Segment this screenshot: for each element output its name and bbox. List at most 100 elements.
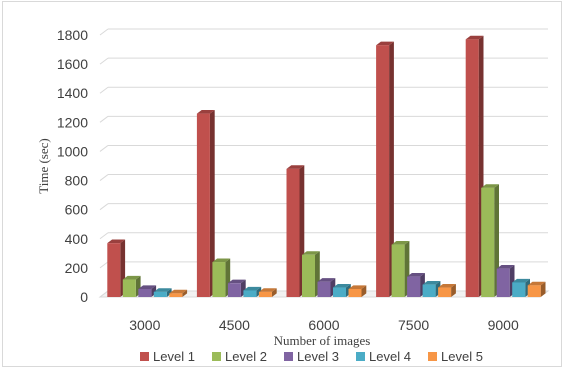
bar-level-1-3000: [107, 239, 126, 297]
bar-top: [122, 275, 141, 280]
bar-front: [302, 254, 315, 297]
legend-swatch: [428, 352, 437, 361]
legend-swatch: [140, 352, 149, 361]
bar-level-4-9000: [512, 278, 530, 297]
legend-item-level-2: Level 2: [212, 349, 267, 364]
bar-level-1-6000: [286, 165, 305, 297]
bar-level-2-9000: [481, 184, 499, 297]
bar-level-3-4500: [227, 279, 246, 297]
legend-label: Level 3: [297, 349, 339, 364]
bar-front: [438, 287, 452, 297]
bar-top: [317, 278, 336, 282]
y-tick-label: 400: [65, 231, 89, 247]
bar-level-4-7500: [422, 281, 441, 297]
y-tick-label: 600: [65, 202, 89, 218]
bar-top: [407, 273, 425, 277]
bar-top: [496, 265, 515, 269]
bar-side: [166, 288, 172, 297]
bar-front: [496, 268, 510, 297]
bar-level-5-4500: [258, 288, 277, 297]
bar-level-3-6000: [317, 278, 336, 297]
bar-top: [391, 241, 410, 245]
gridline-depth: [99, 28, 109, 36]
bar-front: [527, 285, 541, 297]
bars: [107, 35, 546, 298]
bar-top: [153, 288, 172, 292]
gridline-depth: [99, 203, 109, 211]
bar-top: [422, 281, 441, 285]
bar-front: [122, 279, 136, 297]
bar-front: [153, 291, 167, 297]
bar-level-1-7500: [376, 41, 394, 297]
bar-top: [481, 184, 499, 188]
gridline-depth: [99, 57, 109, 65]
bar-side: [540, 281, 546, 297]
bar-side: [271, 288, 277, 297]
legend-item-level-5: Level 5: [428, 349, 483, 364]
bar-level-2-4500: [212, 258, 231, 297]
bar-top: [243, 286, 262, 291]
bar-top: [348, 285, 367, 289]
bar-side: [451, 283, 456, 297]
bar-level-4-3000: [153, 288, 172, 297]
y-tick-label: 1000: [57, 143, 88, 159]
gridline-depth: [99, 290, 109, 298]
gridline-depth: [99, 145, 109, 152]
bar-top: [512, 278, 530, 283]
x-axis-title: Number of images: [274, 333, 371, 348]
bar-top: [227, 279, 246, 284]
bar-front: [196, 113, 210, 297]
gridline-depth: [99, 86, 109, 94]
x-axis-ticks: 3000 4500 6000 7500 9000: [129, 317, 519, 333]
legend-label: Level 2: [225, 349, 267, 364]
y-tick-label: 0: [80, 289, 88, 305]
legend-swatch: [356, 352, 365, 361]
bar-side: [389, 41, 394, 297]
bar-top: [302, 251, 320, 255]
y-axis-ticks: 0 200 400 600 800 1000 1200 1400 1600 1800: [57, 27, 88, 305]
bar-front: [227, 283, 241, 297]
bar-top: [138, 285, 157, 289]
bar-level-5-3000: [169, 289, 188, 297]
bar-front: [212, 262, 226, 297]
bar-level-1-9000: [465, 35, 484, 298]
x-tick-label: 7500: [398, 317, 429, 333]
bar-level-5-7500: [438, 283, 456, 297]
bar-front: [391, 244, 405, 297]
gridline-depth: [99, 174, 109, 181]
bar-top: [376, 41, 394, 46]
bar-side: [182, 289, 188, 297]
bar-front: [422, 284, 436, 297]
bar-front: [465, 39, 479, 297]
gridline-depth: [99, 232, 109, 240]
bar-front: [169, 293, 183, 297]
legend: Level 1 Level 2 Level 3 Level 4 Level 5: [140, 349, 483, 364]
bar-top: [196, 110, 215, 114]
bar-front: [107, 243, 121, 297]
bar-top: [527, 281, 546, 286]
y-tick-label: 200: [65, 260, 89, 276]
gridline-depth: [99, 115, 109, 123]
y-axis-title: Time (sec): [36, 138, 51, 194]
y-tick-label: 1200: [57, 114, 88, 130]
gridline-depth: [99, 261, 109, 269]
legend-item-level-3: Level 3: [284, 349, 339, 364]
bar-front: [138, 288, 152, 297]
bar-level-3-3000: [138, 285, 157, 297]
legend-label: Level 5: [441, 349, 483, 364]
bar-front: [258, 291, 272, 297]
bar-top: [212, 258, 231, 263]
x-tick-label: 4500: [219, 317, 250, 333]
bar-level-4-4500: [243, 286, 262, 297]
bar-top: [465, 35, 484, 40]
legend-label: Level 4: [369, 349, 411, 364]
bar-front: [243, 290, 257, 297]
bar-front: [481, 187, 495, 297]
bar-level-5-6000: [348, 285, 367, 297]
x-tick-label: 3000: [129, 317, 160, 333]
y-tick-label: 1400: [57, 85, 88, 101]
bar-level-2-6000: [302, 251, 320, 297]
bar-front: [512, 282, 526, 297]
bar-level-3-9000: [496, 265, 515, 297]
